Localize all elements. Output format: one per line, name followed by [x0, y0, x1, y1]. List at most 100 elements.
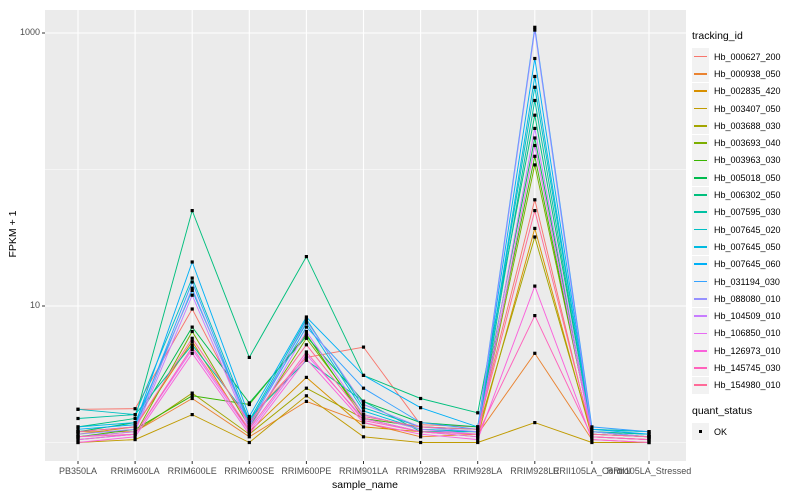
- data-point: [247, 355, 251, 359]
- data-point: [247, 430, 251, 434]
- data-point: [533, 226, 537, 230]
- legend-entry-label: Hb_106850_010: [714, 328, 781, 339]
- legend-entry-label: Hb_088080_010: [714, 293, 781, 304]
- y-axis-title: FPKM + 1: [7, 210, 19, 258]
- data-point: [533, 198, 537, 202]
- data-point: [533, 235, 537, 239]
- data-point: [476, 440, 480, 445]
- data-point: [304, 332, 308, 336]
- legend-entry-label: Hb_007645_020: [714, 224, 781, 235]
- legend-entry-label: Hb_007645_050: [714, 241, 781, 252]
- data-point: [419, 423, 423, 427]
- data-point: [304, 399, 308, 403]
- legend-entry: Hb_088080_010: [692, 290, 798, 308]
- data-point: [304, 321, 308, 325]
- data-point: [361, 409, 366, 413]
- data-point: [476, 427, 480, 431]
- legend-entry: Hb_002835_420: [692, 82, 798, 100]
- legend-entry-label: OK: [714, 426, 728, 437]
- x-tick-label: RRIM600LE: [167, 466, 217, 476]
- x-tick-label: RRIM928BA: [395, 466, 446, 476]
- data-point: [304, 343, 308, 347]
- data-point: [304, 336, 308, 340]
- legend-entry-label: Hb_003688_030: [714, 120, 781, 131]
- legend: tracking_id Hb_000627_200 Hb_000938_050 Hb…: [692, 30, 798, 441]
- data-point: [190, 286, 194, 290]
- data-point: [190, 347, 194, 352]
- legend-key: [692, 221, 709, 239]
- data-point: [476, 438, 480, 442]
- data-point: [590, 425, 594, 429]
- data-point: [133, 421, 137, 425]
- data-point: [533, 314, 537, 318]
- data-point: [190, 336, 194, 340]
- x-tick-label: RRIM600SE: [224, 466, 275, 476]
- legend-entry: Hb_005018_050: [692, 169, 798, 187]
- legend-key: [692, 65, 709, 83]
- legend-key: [692, 117, 709, 135]
- x-tick-label: RRIM928LE: [510, 466, 560, 476]
- data-point: [647, 438, 651, 442]
- legend-key: [692, 134, 709, 152]
- legend-entry: Hb_104509_010: [692, 307, 798, 325]
- legend-entry-label: Hb_126973_010: [714, 345, 781, 356]
- data-point: [361, 421, 366, 425]
- data-point: [361, 406, 366, 410]
- x-tick-label: RRIM928LA: [453, 466, 503, 476]
- data-point: [76, 430, 80, 434]
- data-point: [76, 407, 80, 411]
- series-color-line-icon: [694, 332, 707, 335]
- data-point: [361, 416, 366, 421]
- legend-entry: Hb_000938_050: [692, 65, 798, 83]
- data-point: [533, 126, 537, 130]
- legend-key: [692, 376, 709, 394]
- data-point: [133, 423, 137, 427]
- series-color-line-icon: [694, 211, 707, 214]
- data-point: [304, 353, 308, 357]
- data-point: [304, 386, 308, 390]
- legend-key: [692, 169, 709, 187]
- data-point: [190, 391, 194, 395]
- series-color-line-icon: [694, 246, 707, 248]
- data-point: [76, 435, 80, 439]
- data-point: [533, 28, 537, 32]
- data-point: [590, 427, 594, 431]
- data-point: [247, 432, 251, 436]
- data-point: [304, 394, 308, 398]
- series-color-line-icon: [694, 367, 707, 369]
- legend-key: [692, 342, 709, 360]
- legend-entry-label: Hb_003963_030: [714, 155, 781, 166]
- legend-key: [692, 238, 709, 256]
- y-tick-label-10: 10: [29, 300, 40, 310]
- data-point: [476, 435, 480, 439]
- data-point: [247, 421, 251, 425]
- data-point: [419, 421, 423, 425]
- series-color-line-icon: [694, 73, 707, 75]
- legend-entry: Hb_003407_050: [692, 100, 798, 118]
- series-color-line-icon: [694, 124, 707, 127]
- data-point: [133, 432, 137, 436]
- data-point: [647, 435, 651, 439]
- data-point: [419, 406, 423, 410]
- data-point: [533, 351, 537, 355]
- data-point: [247, 440, 251, 445]
- legend-entry: Hb_003963_030: [692, 151, 798, 169]
- series-color-line-icon: [694, 349, 707, 352]
- x-axis-title: sample_name: [332, 479, 398, 491]
- quant-ok-key: [692, 423, 709, 441]
- data-point: [190, 345, 194, 349]
- legend-entry: Hb_007645_050: [692, 238, 798, 256]
- data-point: [247, 425, 251, 429]
- data-point: [476, 411, 480, 415]
- data-point: [304, 329, 308, 334]
- series-color-line-icon: [694, 280, 707, 283]
- legend-entry-label: Hb_000627_200: [714, 51, 781, 62]
- data-point: [361, 386, 366, 390]
- data-point: [533, 421, 537, 425]
- legend-key: [692, 151, 709, 169]
- legend-entries: Hb_000627_200 Hb_000938_050 Hb_002835_420 H…: [692, 48, 798, 394]
- data-point: [647, 440, 651, 445]
- data-point: [647, 430, 651, 434]
- data-point: [419, 440, 423, 445]
